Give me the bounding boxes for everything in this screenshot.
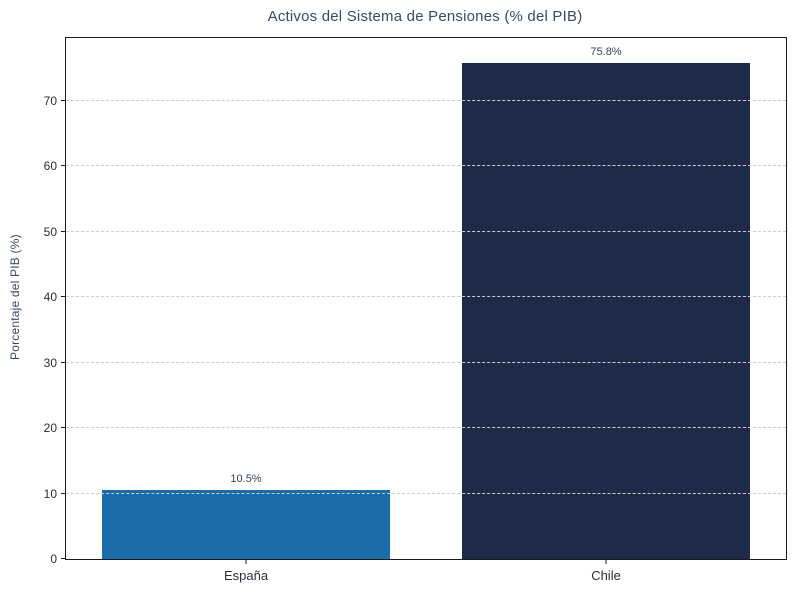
x-tick-mark [245,559,247,564]
gridline [66,230,786,232]
y-tick-label: 50 [43,224,57,239]
value-label: 10.5% [230,473,262,486]
y-axis-label: Porcentaje del PIB (%) [8,234,22,361]
x-tick-mark [605,559,607,564]
x-tick-label: Chile [591,568,621,583]
y-tick-mark [61,99,66,101]
gridline [66,99,786,101]
y-tick-label: 0 [50,552,57,566]
y-tick-label: 10 [43,486,57,501]
y-tick-mark [61,361,66,363]
y-tick-label: 20 [43,421,57,436]
y-tick-label: 70 [43,93,57,108]
gridline [66,165,786,167]
gridline [66,427,786,429]
chart-title: Activos del Sistema de Pensiones (% del … [267,8,583,25]
y-tick-label: 40 [43,290,57,305]
x-tick-label: España [223,568,269,583]
y-tick-label: 60 [43,159,57,174]
value-label: 75.8% [590,45,622,58]
y-tick-mark [61,230,66,232]
y-tick-mark [61,165,66,167]
bar [462,62,750,559]
gridline [66,361,786,363]
y-tick-mark [61,558,66,559]
y-tick-mark [61,296,66,298]
gridline [66,296,786,298]
gridline [66,492,786,494]
y-tick-label: 30 [43,355,57,370]
bar [102,490,390,559]
y-tick-mark [61,427,66,429]
plot-area: 0 10 20 30 40 50 60 70 10.5% España 75.8% Chile [44,37,787,583]
y-tick-mark [61,492,66,494]
